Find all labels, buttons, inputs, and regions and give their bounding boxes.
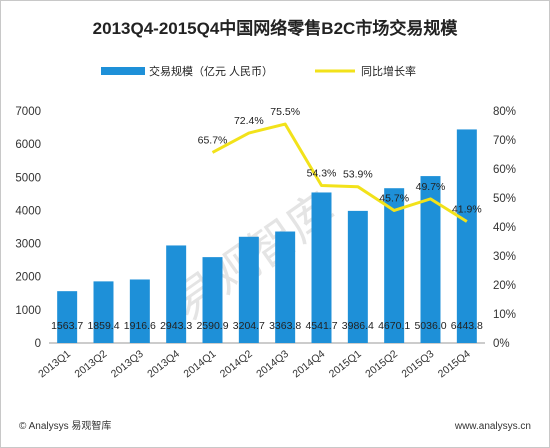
- bar-value-label: 3363.8: [269, 320, 301, 332]
- left-axis-tick-label: 1000: [15, 305, 41, 317]
- bar-value-label: 5036.0: [414, 320, 446, 332]
- bar-value-label: 3204.7: [233, 320, 265, 332]
- bar-value-label: 1916.6: [124, 320, 156, 332]
- data-labels: 1563.7 1859.4 1916.6 2943.3 2590.9 3204.7 3363…: [51, 106, 483, 332]
- growth-rate-label: 41.9%: [452, 203, 482, 215]
- growth-rate-label: 45.7%: [379, 192, 409, 204]
- x-axis-tick-label: 2015Q4: [436, 348, 473, 381]
- footer-url: www.analysys.cn: [454, 421, 531, 432]
- bar-value-label: 2943.3: [160, 320, 192, 332]
- growth-rate-label: 54.3%: [307, 168, 337, 180]
- right-axis-tick-label: 0%: [493, 338, 510, 350]
- bar: [384, 188, 405, 343]
- x-axis-tick-label: 2013Q4: [145, 348, 182, 381]
- x-axis-tick-label: 2013Q1: [36, 348, 73, 381]
- right-axis-tick-label: 80%: [493, 106, 516, 118]
- growth-rate-label: 53.9%: [343, 169, 373, 181]
- bar-value-label: 4670.1: [378, 320, 410, 332]
- bar: [202, 257, 223, 343]
- bar: [275, 231, 296, 343]
- bar: [129, 279, 150, 343]
- footer-source: © Analysys 易观智库: [19, 419, 111, 432]
- growth-line: [211, 122, 468, 223]
- right-axis-tick-label: 20%: [493, 280, 516, 292]
- x-axis-tick-label: 2015Q1: [327, 348, 364, 381]
- right-axis-tick-label: 10%: [493, 309, 516, 321]
- x-axis-tick-label: 2014Q3: [254, 348, 291, 381]
- bar: [238, 236, 259, 343]
- bar: [311, 192, 332, 343]
- left-axis-tick-label: 4000: [15, 205, 41, 217]
- right-axis-tick-label: 40%: [493, 222, 516, 234]
- left-axis-tick-label: 3000: [15, 239, 41, 251]
- right-axis-tick-label: 50%: [493, 193, 516, 205]
- right-axis-tick-label: 70%: [493, 135, 516, 147]
- legend-bar-swatch: [101, 67, 145, 75]
- bar-series: [57, 129, 477, 343]
- x-axis-tick-label: 2014Q4: [291, 348, 328, 381]
- x-axis-tick-label: 2013Q3: [109, 348, 146, 381]
- legend-line-label: 同比增长率: [361, 64, 416, 78]
- legend: 交易规模（亿元 人民币） 同比增长率: [101, 64, 416, 78]
- bar-value-label: 4541.7: [305, 320, 337, 332]
- x-axis-tick-label: 2015Q2: [363, 348, 400, 381]
- left-axis-tick-label: 0: [35, 338, 41, 350]
- bar-value-label: 3986.4: [342, 320, 374, 332]
- bar: [347, 210, 368, 343]
- legend-bar-label: 交易规模（亿元 人民币）: [149, 64, 273, 78]
- bar: [93, 281, 114, 343]
- left-axis-tick-label: 2000: [15, 272, 41, 284]
- bar-value-label: 2590.9: [196, 320, 228, 332]
- bar: [456, 129, 477, 343]
- right-axis-tick-label: 30%: [493, 251, 516, 263]
- x-axis-tick-label: 2013Q2: [73, 348, 110, 381]
- left-axis-tick-label: 6000: [15, 139, 41, 151]
- left-axis-tick-label: 5000: [15, 172, 41, 184]
- left-axis-tick-label: 7000: [15, 106, 41, 118]
- growth-rate-label: 75.5%: [270, 106, 300, 118]
- bar: [166, 245, 187, 343]
- bar: [57, 291, 78, 343]
- growth-rate-label: 49.7%: [416, 181, 446, 193]
- right-axis-tick-label: 60%: [493, 164, 516, 176]
- growth-rate-label: 72.4%: [234, 115, 264, 127]
- growth-rate-label: 65.7%: [198, 134, 228, 146]
- x-axis-tick-label: 2014Q1: [182, 348, 219, 381]
- chart-title: 2013Q4-2015Q4中国网络零售B2C市场交易规模: [93, 18, 459, 38]
- growth-line-series: [211, 122, 468, 223]
- x-axis-tick-label: 2014Q2: [218, 348, 255, 381]
- bar-value-label: 1859.4: [87, 320, 119, 332]
- x-axis-tick-label: 2015Q3: [400, 348, 437, 381]
- bar: [420, 176, 441, 343]
- bar-value-label: 1563.7: [51, 320, 83, 332]
- bar-value-label: 6443.8: [451, 320, 483, 332]
